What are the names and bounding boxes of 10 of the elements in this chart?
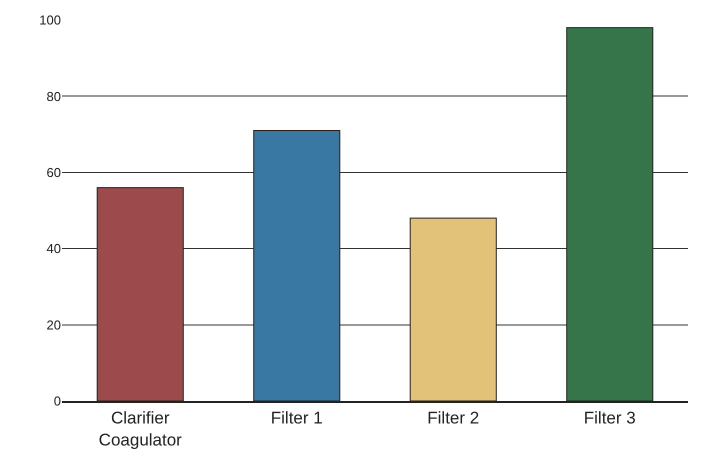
y-tick-label: 60 — [46, 164, 61, 180]
y-tick-label: 80 — [46, 88, 61, 104]
y-tick-label: 100 — [39, 12, 61, 28]
y-tick-label: 0 — [54, 394, 61, 409]
x-tick-label: Clarifier Coagulator — [98, 408, 182, 450]
x-tick-label: Filter 2 — [427, 408, 480, 428]
x-tick-label: Filter 1 — [270, 408, 323, 428]
y-tick-label: 40 — [46, 241, 61, 256]
y-tick-label: 20 — [46, 317, 61, 332]
x-tick-label: Filter 3 — [584, 408, 636, 428]
